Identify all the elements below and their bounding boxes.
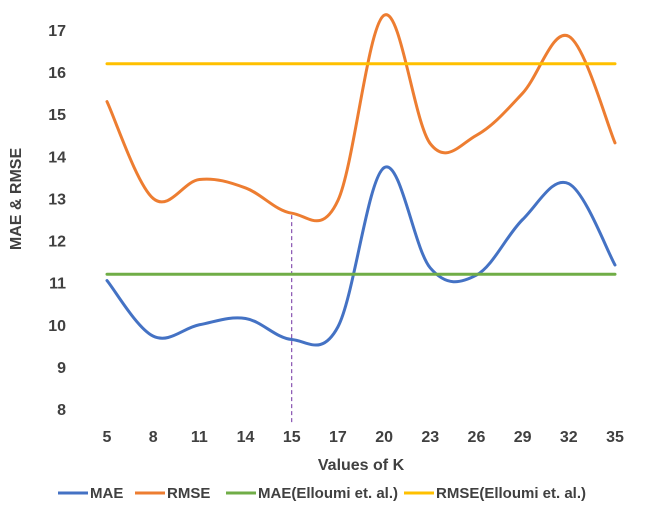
x-tick-label: 14: [237, 429, 255, 446]
x-tick-label: 29: [514, 429, 532, 446]
x-axis-title: Values of K: [318, 457, 405, 474]
x-tick-label: 5: [103, 429, 112, 446]
x-tick-label: 15: [283, 429, 301, 446]
x-tick-label: 23: [421, 429, 439, 446]
y-tick-label: 16: [48, 65, 66, 82]
x-tick-label: 11: [191, 429, 208, 446]
x-axis-ticks: 5 8 11 14 15 17 20 23 26 29 32 35: [103, 429, 624, 446]
series-lines: [105, 13, 617, 347]
y-tick-label: 13: [48, 191, 66, 208]
y-tick-label: 12: [48, 234, 66, 251]
y-tick-label: 17: [48, 23, 66, 40]
y-axis-ticks: 8 9 10 11 12 13 14 15 16 17: [48, 23, 66, 419]
legend-label-rmse: RMSE: [167, 485, 210, 502]
x-tick-label: 35: [606, 429, 624, 446]
x-tick-label: 17: [329, 429, 347, 446]
x-tick-label: 26: [468, 429, 486, 446]
series-line-rmse: [105, 13, 617, 223]
y-tick-label: 9: [57, 360, 66, 377]
x-tick-label: 32: [560, 429, 578, 446]
series-line-mae: [105, 165, 617, 347]
y-axis-title: MAE & RMSE: [8, 148, 25, 251]
y-tick-label: 11: [49, 276, 66, 293]
legend-label-mae-elloumi-et-al: MAE(Elloumi et. al.): [258, 485, 398, 502]
y-tick-label: 15: [48, 107, 66, 124]
legend-label-rmse-elloumi-et-al: RMSE(Elloumi et. al.): [436, 485, 586, 502]
y-tick-label: 8: [57, 402, 66, 419]
x-tick-label: 8: [149, 429, 158, 446]
y-tick-label: 14: [48, 149, 66, 166]
y-tick-label: 10: [48, 318, 66, 335]
legend-label-mae: MAE: [90, 485, 123, 502]
x-tick-label: 20: [375, 429, 393, 446]
legend: MAE RMSE MAE(Elloumi et. al.) RMSE(Elloumi …: [58, 485, 586, 502]
